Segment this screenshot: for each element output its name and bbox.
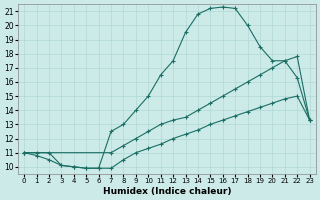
X-axis label: Humidex (Indice chaleur): Humidex (Indice chaleur) [103,187,231,196]
